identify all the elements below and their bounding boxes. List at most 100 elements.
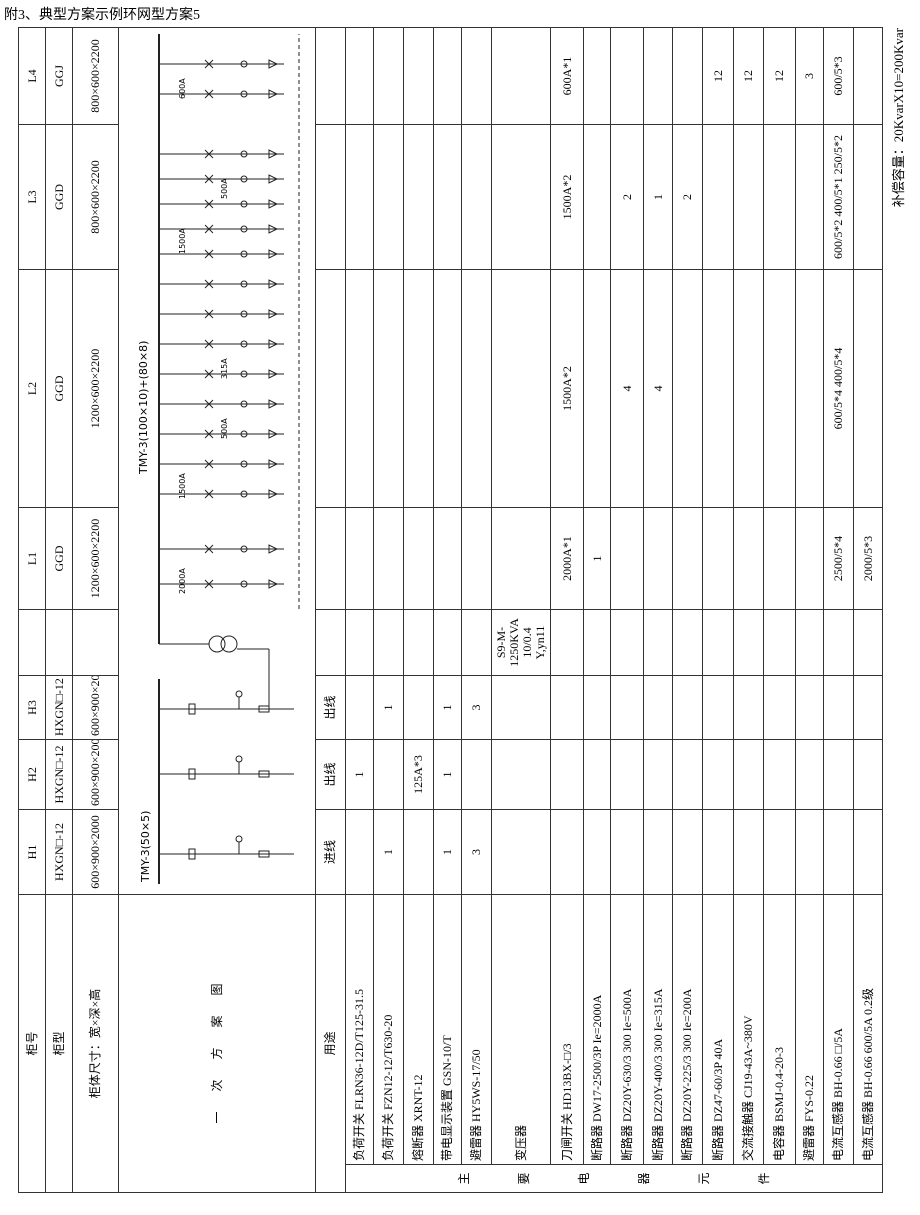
table-cell: 2500/5*4 [823, 507, 854, 610]
table-cell: 3 [461, 809, 492, 895]
table-cell: GGD [45, 124, 73, 270]
table-cell [345, 609, 374, 676]
arrow [268, 59, 279, 69]
table-cell [733, 809, 764, 895]
ct-symbol [240, 400, 248, 408]
table-cell: H2 [18, 739, 46, 810]
table-cell [610, 507, 644, 610]
table-cell: 1200×600×2200 [72, 507, 119, 610]
row-label: 断路器 DZ20Y-225/3 300 Ie=200A [672, 894, 703, 1165]
fuse-symbol [258, 770, 270, 778]
table-cell: GGD [45, 269, 73, 508]
table-cell: 2 [672, 124, 703, 270]
table-row: 柜体尺寸：宽×深×高 600×900×2000 600×900×2000 600×90… [72, 27, 119, 1193]
diagram-cell: TMY-3(50×5) TMY-3(100×10)+(80×8) 2000A 1500… [118, 27, 316, 895]
rating-label: 1500A [178, 473, 187, 499]
table-cell [433, 124, 462, 270]
arrow [268, 89, 279, 99]
table-row: 电流互感器 BH-0.66 600/5A 0.2级 2000/5*3 [853, 27, 883, 1192]
table-cell [373, 27, 404, 125]
table-cell [610, 27, 644, 125]
table-cell: HXGN□-12 [45, 739, 73, 810]
table-cell: 1 [433, 675, 462, 740]
arrow [268, 429, 279, 439]
table-cell [491, 675, 551, 740]
group-label: 主要电器元件 [345, 1164, 883, 1193]
row-label: 柜型 [45, 894, 73, 1193]
ct-symbol [240, 225, 248, 233]
row-label: 电容器 BSMJ-0.4-20-3 [763, 894, 796, 1165]
table-row: 断路器 DZ20Y-630/3 300 Ie=500A 4 2 [610, 27, 644, 1192]
table-cell: 600A*1 [550, 27, 584, 125]
table-cell [610, 809, 644, 895]
table-cell [733, 609, 764, 676]
row-label: 熔断器 XRNT-12 [403, 894, 434, 1165]
wire [204, 199, 214, 209]
ct-symbol [240, 280, 248, 288]
ct-symbol [240, 250, 248, 258]
table-cell: 12 [763, 27, 796, 125]
table-cell [403, 675, 434, 740]
table-cell [345, 507, 374, 610]
table-cell [583, 609, 611, 676]
table-cell: 1500A*2 [550, 269, 584, 508]
table-cell [373, 739, 404, 810]
row-label: 断路器 DW17-2500/3P Ie=2000A [583, 894, 611, 1165]
table-cell: 800×600×2200 [72, 124, 119, 270]
ct-symbol [240, 545, 248, 553]
table-row: 熔断器 XRNT-12 125A*3 [403, 27, 434, 1192]
table-row: 电流互感器 BH-0.66 □/5A 2500/5*4 600/5*4 400/5*… [823, 27, 854, 1192]
table-cell [461, 124, 492, 270]
arrow [268, 224, 279, 234]
table-cell [461, 27, 492, 125]
table-cell [702, 507, 734, 610]
table-cell [823, 675, 854, 740]
table-cell [795, 739, 824, 810]
table-cell [345, 269, 374, 508]
table-cell [853, 739, 883, 810]
table-cell [672, 675, 703, 740]
table-cell [403, 609, 434, 676]
switch-symbol [188, 848, 196, 860]
table-cell [733, 507, 764, 610]
table-row: 断路器 DZ20Y-400/3 300 Ie=315A 4 1 [643, 27, 673, 1192]
table-cell [795, 507, 824, 610]
row-label: 带电显示装置 GSN-10/T [433, 894, 462, 1165]
table-cell [491, 507, 551, 610]
rating-label: 500A [220, 178, 229, 199]
rating-label: 600A [178, 78, 187, 99]
table-cell [672, 739, 703, 810]
table-cell [763, 609, 796, 676]
table-cell: 1 [433, 739, 462, 810]
table-cell: 2000A*1 [550, 507, 584, 610]
arrow [268, 339, 279, 349]
table-cell [823, 739, 854, 810]
ct-symbol [240, 60, 248, 68]
lv-bus-label: TMY-3(100×10)+(80×8) [137, 341, 150, 475]
table-cell [550, 739, 584, 810]
table-cell [643, 675, 673, 740]
table-cell [643, 809, 673, 895]
table-cell [702, 739, 734, 810]
rating-label: 2000A [178, 568, 187, 594]
table-cell [403, 27, 434, 125]
row-label: 断路器 DZ47-60/3P 40A [702, 894, 734, 1165]
table-cell [583, 809, 611, 895]
table-cell [763, 269, 796, 508]
table-cell: 600/5*3 [823, 27, 854, 125]
table-cell: H1 [18, 809, 46, 895]
scheme-table: 柜号 H1 H2 H3 L1 L2 L3 L4 柜型 HXGN□-12 HXGN□-12 HXGN□-… [18, 27, 883, 1193]
wire [204, 579, 214, 589]
transformer [208, 635, 226, 653]
table-cell [373, 609, 404, 676]
fuse-symbol [258, 850, 270, 858]
wire [204, 429, 214, 439]
table-cell [702, 269, 734, 508]
rotated-sheet: 柜号 H1 H2 H3 L1 L2 L3 L4 柜型 HXGN□-12 HXGN□-12 HXGN□-… [18, 27, 906, 1193]
table-cell: 2 [610, 124, 644, 270]
row-label: 柜体尺寸：宽×深×高 [72, 894, 119, 1193]
table-cell: 600/5*2 400/5*1 250/5*2 [823, 124, 854, 270]
table-row: 断路器 DZ20Y-225/3 300 Ie=200A 2 [672, 27, 703, 1192]
row-label: 负荷开关 FZN12-12/T630-20 [373, 894, 404, 1165]
